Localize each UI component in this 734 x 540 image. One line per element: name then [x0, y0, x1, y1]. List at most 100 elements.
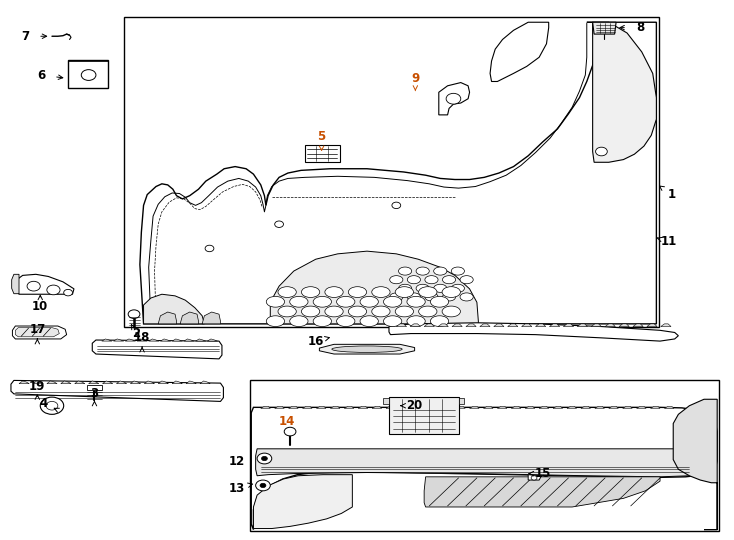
Polygon shape	[650, 406, 660, 408]
Circle shape	[46, 401, 58, 410]
Text: 7: 7	[21, 30, 29, 43]
Polygon shape	[605, 324, 615, 327]
Ellipse shape	[407, 316, 425, 327]
Circle shape	[205, 245, 214, 252]
Circle shape	[284, 427, 296, 436]
Polygon shape	[424, 324, 435, 327]
Text: 14: 14	[278, 415, 294, 428]
Polygon shape	[410, 324, 421, 327]
Ellipse shape	[407, 296, 425, 307]
Circle shape	[47, 285, 60, 295]
Polygon shape	[137, 339, 148, 341]
Text: 17: 17	[29, 323, 46, 336]
Polygon shape	[619, 324, 629, 327]
Polygon shape	[595, 406, 604, 408]
Polygon shape	[424, 477, 660, 507]
Text: 2: 2	[132, 327, 140, 340]
Ellipse shape	[460, 275, 473, 284]
Circle shape	[128, 310, 140, 319]
Polygon shape	[673, 399, 717, 530]
Polygon shape	[202, 312, 220, 324]
Polygon shape	[526, 406, 535, 408]
Ellipse shape	[313, 296, 332, 307]
Polygon shape	[103, 381, 113, 383]
Polygon shape	[528, 475, 542, 480]
Ellipse shape	[360, 296, 378, 307]
Circle shape	[275, 221, 283, 227]
Polygon shape	[114, 339, 124, 341]
Ellipse shape	[451, 267, 465, 275]
Ellipse shape	[302, 306, 320, 317]
Polygon shape	[302, 406, 312, 408]
Circle shape	[255, 480, 270, 491]
Bar	[124, 17, 658, 327]
Bar	[389, 396, 459, 434]
Polygon shape	[159, 312, 176, 324]
Ellipse shape	[278, 306, 297, 317]
Polygon shape	[550, 324, 560, 327]
Ellipse shape	[349, 287, 367, 298]
Polygon shape	[553, 406, 562, 408]
Polygon shape	[140, 22, 656, 324]
Polygon shape	[452, 324, 462, 327]
Polygon shape	[144, 294, 204, 324]
Text: 13: 13	[228, 482, 244, 495]
Polygon shape	[33, 381, 43, 383]
Ellipse shape	[349, 306, 367, 317]
Polygon shape	[344, 406, 354, 408]
Ellipse shape	[313, 316, 332, 327]
Polygon shape	[414, 406, 424, 408]
Polygon shape	[270, 251, 479, 324]
Bar	[250, 380, 719, 531]
Polygon shape	[581, 406, 590, 408]
Polygon shape	[261, 406, 270, 408]
Polygon shape	[494, 324, 504, 327]
Text: 20: 20	[407, 399, 423, 412]
Polygon shape	[536, 324, 546, 327]
Ellipse shape	[332, 346, 402, 353]
Polygon shape	[470, 406, 479, 408]
Ellipse shape	[407, 293, 421, 301]
Polygon shape	[255, 449, 716, 477]
Text: 18: 18	[134, 331, 150, 344]
Ellipse shape	[266, 296, 285, 307]
Polygon shape	[592, 22, 616, 34]
Ellipse shape	[407, 275, 421, 284]
Bar	[383, 397, 389, 404]
Polygon shape	[184, 339, 194, 341]
Polygon shape	[484, 406, 493, 408]
Polygon shape	[567, 406, 576, 408]
Polygon shape	[400, 406, 410, 408]
Ellipse shape	[266, 316, 285, 327]
Text: 4: 4	[39, 396, 47, 409]
Polygon shape	[466, 324, 476, 327]
Circle shape	[257, 453, 272, 464]
Polygon shape	[563, 324, 573, 327]
Text: 11: 11	[661, 235, 677, 248]
Ellipse shape	[399, 284, 412, 292]
Text: 8: 8	[636, 21, 644, 34]
Polygon shape	[186, 381, 196, 383]
Circle shape	[40, 397, 64, 414]
Polygon shape	[92, 340, 222, 359]
Polygon shape	[61, 381, 71, 383]
Ellipse shape	[390, 293, 403, 301]
Polygon shape	[19, 381, 29, 383]
Polygon shape	[145, 381, 155, 383]
Polygon shape	[161, 339, 171, 341]
Polygon shape	[358, 406, 368, 408]
Polygon shape	[12, 326, 67, 339]
Polygon shape	[586, 22, 656, 163]
Ellipse shape	[290, 316, 308, 327]
Ellipse shape	[443, 293, 456, 301]
Polygon shape	[480, 324, 490, 327]
Polygon shape	[577, 324, 587, 327]
Polygon shape	[508, 324, 518, 327]
Polygon shape	[490, 22, 549, 82]
Circle shape	[531, 476, 537, 480]
Ellipse shape	[425, 293, 438, 301]
Circle shape	[261, 456, 267, 461]
Polygon shape	[622, 406, 632, 408]
Polygon shape	[442, 406, 451, 408]
Text: 16: 16	[308, 335, 324, 348]
